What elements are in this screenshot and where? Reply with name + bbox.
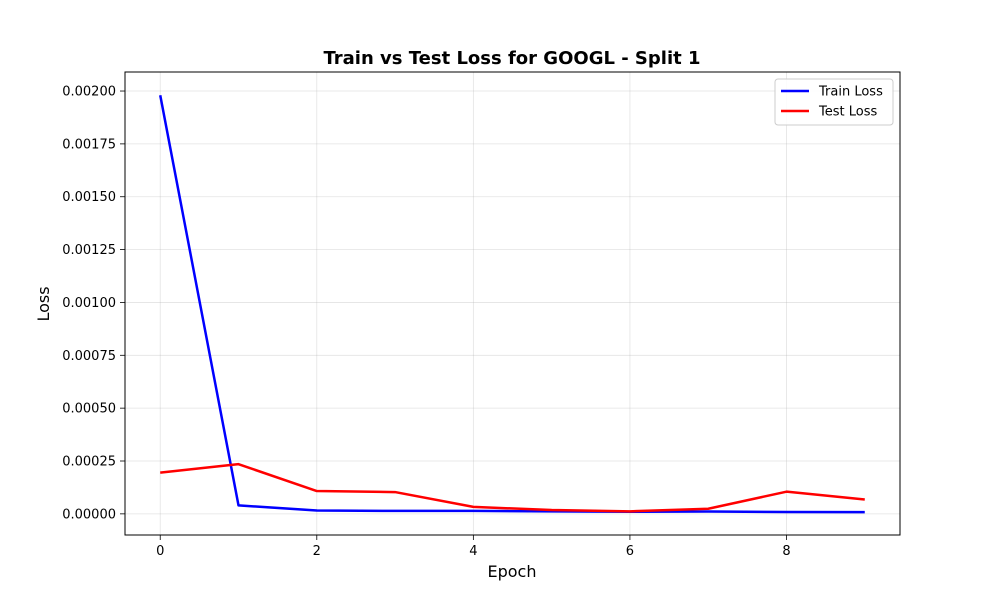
plot-area bbox=[124, 71, 901, 536]
y-tick-label: 0.00150 bbox=[62, 190, 116, 205]
x-tick-label: 0 bbox=[156, 544, 164, 559]
grid bbox=[125, 72, 900, 535]
y-tick-label: 0.00200 bbox=[62, 85, 116, 100]
y-axis-label: Loss bbox=[34, 286, 53, 321]
y-tick-label: 0.00125 bbox=[62, 243, 116, 258]
y-tick-label: 0.00025 bbox=[62, 455, 116, 470]
chart-title: Train vs Test Loss for GOOGL - Split 1 bbox=[323, 48, 700, 69]
test-loss-line bbox=[160, 462, 865, 513]
y-axis-ticks: 0.00000 0.00025 0.00050 0.00075 0.00100 0.001… bbox=[62, 85, 125, 522]
legend-label-test-loss: Test Loss bbox=[818, 105, 877, 120]
legend-label-train-loss: Train Loss bbox=[818, 85, 883, 100]
x-tick-label: 6 bbox=[626, 544, 634, 559]
y-tick-label: 0.00100 bbox=[62, 296, 116, 311]
y-tick-label: 0.00050 bbox=[62, 402, 116, 417]
legend: Train Loss Test Loss bbox=[774, 78, 894, 126]
y-tick-label: 0.00075 bbox=[62, 349, 116, 364]
train-loss-line bbox=[159, 95, 865, 514]
x-tick-label: 2 bbox=[313, 544, 321, 559]
x-axis-ticks: 0 2 4 6 8 bbox=[156, 535, 791, 559]
series-lines bbox=[159, 95, 865, 514]
x-tick-label: 8 bbox=[782, 544, 790, 559]
y-tick-label: 0.00175 bbox=[62, 137, 116, 152]
y-tick-label: 0.00000 bbox=[62, 507, 116, 522]
x-axis-label: Epoch bbox=[488, 562, 537, 581]
x-tick-label: 4 bbox=[469, 544, 477, 559]
